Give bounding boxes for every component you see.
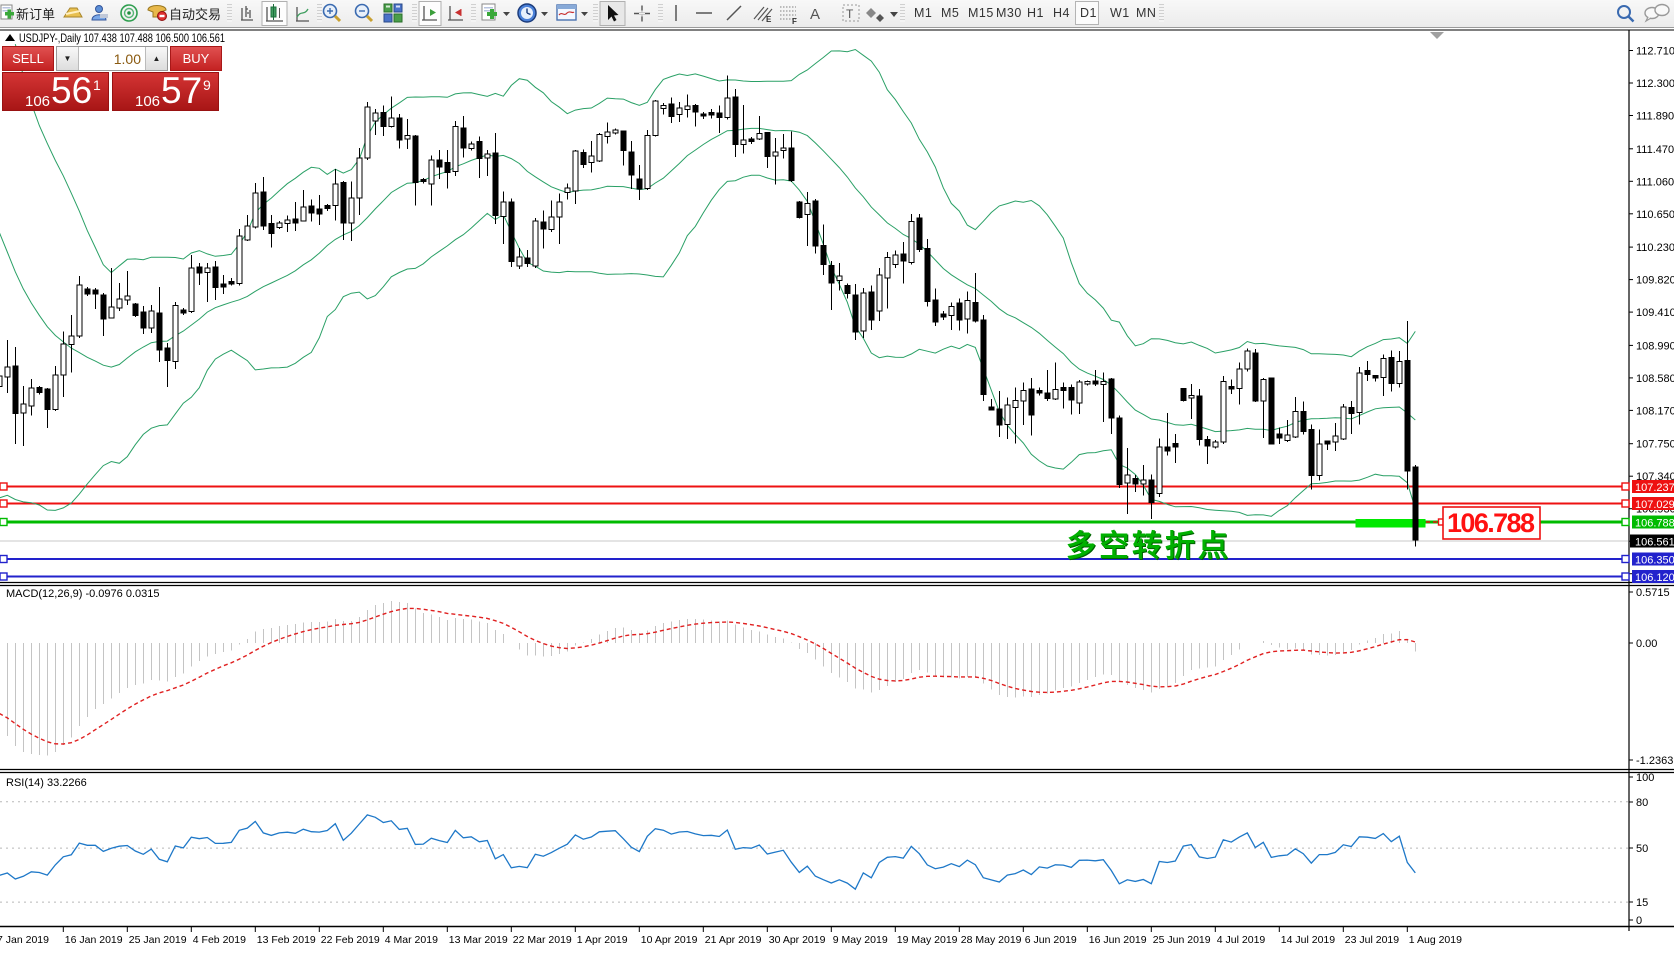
svg-text:F: F (792, 17, 797, 26)
svg-text:1 Aug 2019: 1 Aug 2019 (1409, 934, 1462, 946)
svg-text:23 Jul 2019: 23 Jul 2019 (1345, 934, 1399, 946)
svg-text:RSI(14) 33.2266: RSI(14) 33.2266 (6, 777, 87, 789)
svg-text:16 Jan 2019: 16 Jan 2019 (65, 934, 123, 946)
svg-text:106.561: 106.561 (1635, 537, 1674, 549)
svg-text:多空转折点: 多空转折点 (1066, 530, 1231, 563)
svg-text:107.029: 107.029 (1635, 499, 1674, 511)
svg-text:106.120: 106.120 (1635, 572, 1674, 584)
svg-text:106.788: 106.788 (1447, 508, 1535, 538)
svg-text:28 May 2019: 28 May 2019 (961, 934, 1022, 946)
svg-text:100: 100 (1636, 772, 1654, 784)
svg-text:15: 15 (1636, 897, 1648, 909)
svg-text:4 Feb 2019: 4 Feb 2019 (193, 934, 246, 946)
svg-text:0.00: 0.00 (1636, 638, 1657, 650)
svg-text:MACD(12,26,9) -0.0976 0.0315: MACD(12,26,9) -0.0976 0.0315 (6, 588, 159, 600)
svg-text:13 Mar 2019: 13 Mar 2019 (449, 934, 508, 946)
svg-text:25 Jun 2019: 25 Jun 2019 (1153, 934, 1211, 946)
svg-text:108.990: 108.990 (1636, 340, 1674, 352)
svg-text:E: E (766, 15, 772, 24)
svg-text:25 Jan 2019: 25 Jan 2019 (129, 934, 187, 946)
svg-text:80: 80 (1636, 797, 1648, 809)
svg-text:1 Apr 2019: 1 Apr 2019 (577, 934, 628, 946)
svg-text:14 Jul 2019: 14 Jul 2019 (1281, 934, 1335, 946)
svg-text:22 Mar 2019: 22 Mar 2019 (513, 934, 572, 946)
svg-text:A: A (810, 6, 820, 23)
svg-text:111.060: 111.060 (1636, 176, 1674, 188)
svg-text:108.170: 108.170 (1636, 405, 1674, 417)
svg-text:13 Feb 2019: 13 Feb 2019 (257, 934, 316, 946)
svg-text:0.5715: 0.5715 (1636, 587, 1670, 599)
svg-text:109.410: 109.410 (1636, 307, 1674, 319)
svg-text:107.750: 107.750 (1636, 439, 1674, 451)
svg-text:112.710: 112.710 (1636, 46, 1674, 58)
svg-text:111.470: 111.470 (1636, 144, 1674, 156)
svg-text:50: 50 (1636, 843, 1648, 855)
svg-text:-1.2363: -1.2363 (1636, 755, 1673, 767)
svg-text:111.890: 111.890 (1636, 111, 1674, 123)
svg-text:USDJPY-,Daily 107.438 107.488: USDJPY-,Daily 107.438 107.488 106.500 10… (19, 31, 225, 45)
svg-text:106.788: 106.788 (1635, 518, 1674, 530)
svg-text:30 Apr 2019: 30 Apr 2019 (769, 934, 826, 946)
svg-text:110.650: 110.650 (1636, 209, 1674, 221)
svg-text:16 Jun 2019: 16 Jun 2019 (1089, 934, 1147, 946)
svg-text:22 Feb 2019: 22 Feb 2019 (321, 934, 380, 946)
svg-text:107.237: 107.237 (1635, 482, 1674, 494)
svg-text:0: 0 (1636, 915, 1642, 927)
svg-text:108.580: 108.580 (1636, 373, 1674, 385)
svg-text:T: T (846, 7, 854, 21)
svg-text:9 May 2019: 9 May 2019 (833, 934, 888, 946)
svg-text:112.300: 112.300 (1636, 78, 1674, 90)
svg-text:10 Apr 2019: 10 Apr 2019 (641, 934, 698, 946)
svg-text:4 Mar 2019: 4 Mar 2019 (385, 934, 438, 946)
svg-text:109.820: 109.820 (1636, 275, 1674, 287)
svg-text:21 Apr 2019: 21 Apr 2019 (705, 934, 762, 946)
svg-text:19 May 2019: 19 May 2019 (897, 934, 958, 946)
svg-text:7 Jan 2019: 7 Jan 2019 (0, 934, 49, 946)
svg-text:110.230: 110.230 (1636, 242, 1674, 254)
svg-text:4 Jul 2019: 4 Jul 2019 (1217, 934, 1266, 946)
svg-text:106.350: 106.350 (1635, 555, 1674, 567)
svg-text:6 Jun 2019: 6 Jun 2019 (1025, 934, 1077, 946)
